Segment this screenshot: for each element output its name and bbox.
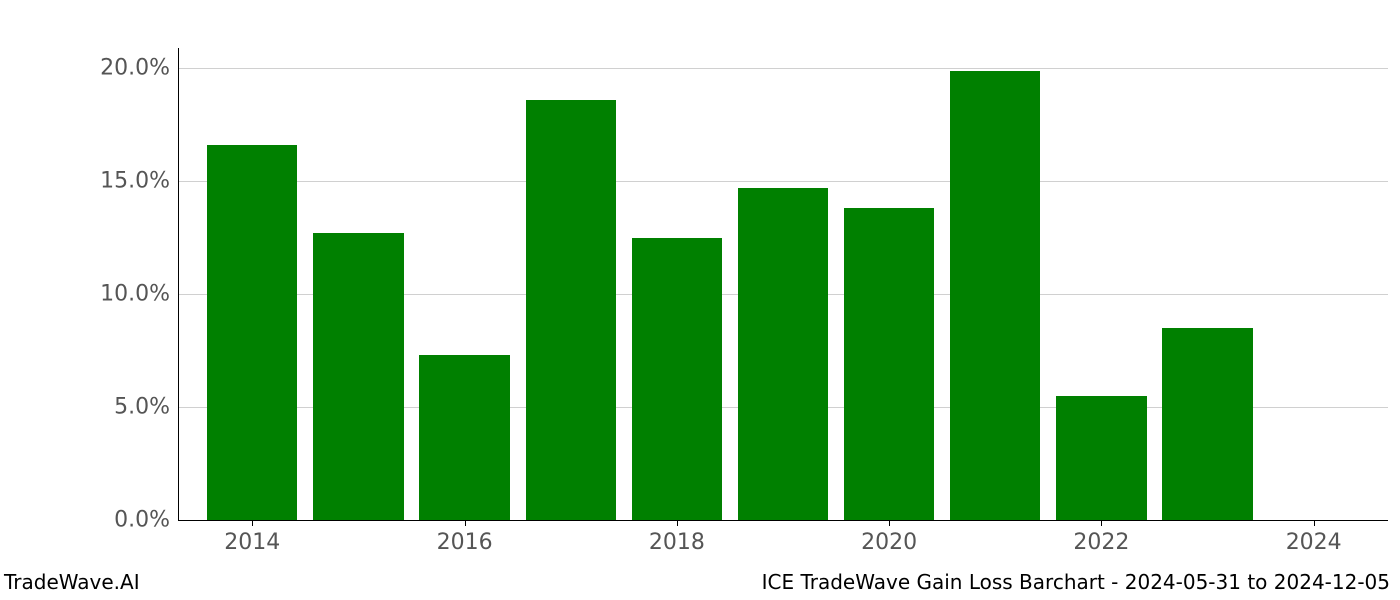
y-tick-label: 15.0% (100, 169, 178, 194)
x-tick-label: 2016 (437, 520, 493, 555)
bar (1056, 396, 1146, 520)
y-tick-label: 10.0% (100, 282, 178, 307)
x-tick-label: 2018 (649, 520, 705, 555)
y-tick-label: 5.0% (114, 395, 178, 420)
y-gridline (178, 68, 1388, 69)
bar (738, 188, 828, 520)
bar (313, 233, 403, 520)
bar (1162, 328, 1252, 520)
bar (526, 100, 616, 520)
plot-area: 0.0%5.0%10.0%15.0%20.0%20142016201820202… (178, 48, 1388, 520)
x-tick-label: 2014 (224, 520, 280, 555)
x-tick-label: 2020 (861, 520, 917, 555)
footer-brand: TradeWave.AI (4, 570, 140, 594)
footer-caption: ICE TradeWave Gain Loss Barchart - 2024-… (762, 570, 1390, 594)
bar (207, 145, 297, 520)
x-tick-label: 2024 (1286, 520, 1342, 555)
bar (632, 238, 722, 520)
bar (950, 71, 1040, 520)
y-gridline (178, 181, 1388, 182)
bar (844, 208, 934, 520)
y-axis-spine (178, 48, 179, 520)
x-tick-label: 2022 (1073, 520, 1129, 555)
chart-container: 0.0% 5.0% 10.0% 15.0% 20.0% 2014 2016 2018 2020 2… (0, 0, 1400, 600)
y-tick-label: 0.0% (114, 508, 178, 533)
x-axis-spine (178, 520, 1388, 521)
bar (419, 355, 509, 520)
y-tick-label: 20.0% (100, 56, 178, 81)
